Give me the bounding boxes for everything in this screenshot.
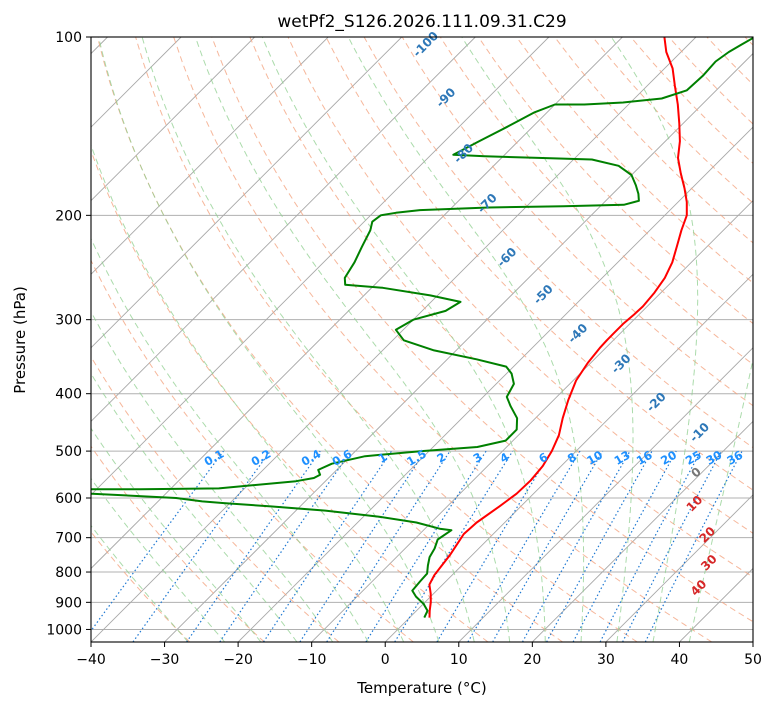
chart-title: wetPf2_S126.2026.111.09.31.C29 <box>277 12 566 32</box>
dry-adiabat-line <box>91 355 340 642</box>
temperature-profile-line <box>428 37 688 618</box>
x-tick-label: −40 <box>76 652 106 668</box>
mixing-ratio-line <box>572 450 677 642</box>
moist-adiabat-line <box>98 37 440 642</box>
dry-adiabat-line <box>211 37 753 623</box>
x-tick-label: 20 <box>523 652 541 668</box>
isotherm-line <box>91 37 255 202</box>
mixing-ratio-line <box>546 450 653 642</box>
moist-adiabat-line <box>91 237 369 642</box>
mixing-ratio-label: 10 <box>584 448 605 468</box>
isotherm-line <box>384 273 753 642</box>
mixing-ratio-label: 30 <box>703 448 724 468</box>
mixing-ratio-line <box>521 450 631 642</box>
y-tick-label: 200 <box>55 208 82 224</box>
mixing-ratio-label: 20 <box>658 448 679 468</box>
mixing-ratio-label: 16 <box>634 448 655 468</box>
isotherm-line <box>605 494 753 642</box>
moist-adiabat-line <box>610 37 699 642</box>
isotherm-line <box>91 37 403 349</box>
isotherm-line <box>91 37 476 422</box>
dry-adiabat-line <box>249 37 753 578</box>
dry-adiabat-line <box>516 37 753 284</box>
isotherm-line <box>91 37 697 642</box>
isotherm-line <box>91 37 550 496</box>
dry-adiabat-line <box>287 37 753 534</box>
y-tick-label: 300 <box>55 313 82 329</box>
moist-adiabat-line <box>261 37 546 642</box>
mixing-ratio-line <box>299 450 426 642</box>
mixing-ratio-line <box>132 450 271 642</box>
isotherm-line <box>532 420 753 642</box>
profiles <box>91 37 753 619</box>
dry-adiabat-line <box>135 37 638 642</box>
mixing-ratio-line <box>644 450 743 642</box>
x-tick-label: 40 <box>671 652 689 668</box>
y-tick-label: 1000 <box>46 622 82 638</box>
isotherm-line <box>237 126 753 642</box>
mixing-ratio-line <box>186 450 321 642</box>
x-tick-label: 30 <box>597 652 615 668</box>
mixing-ratio-label: 36 <box>724 448 745 468</box>
dry-adiabat-line <box>173 37 713 642</box>
y-tick-label: 700 <box>55 531 82 547</box>
y-tick-label: 100 <box>55 30 82 46</box>
y-tick-label: 400 <box>55 387 82 403</box>
plot-frame <box>90 36 754 643</box>
moist-adiabat-line <box>141 37 475 642</box>
mixing-ratio-label: 13 <box>612 448 633 468</box>
x-tick-label: 0 <box>381 652 390 668</box>
moist-adiabat-line <box>91 524 189 642</box>
moist-adiabat-line <box>688 357 753 642</box>
mixing-ratio-line <box>326 450 451 642</box>
isotherm-line <box>91 37 623 570</box>
moist-adiabat-line <box>91 427 262 642</box>
axes: −40 −30 −20 −10 0 10 20 30 40 50 100 200 300 400 500 60… <box>46 30 762 668</box>
mixing-ratio-line <box>91 450 224 632</box>
background-lines <box>91 37 753 642</box>
y-tick-label: 600 <box>55 491 82 507</box>
isotherm-line <box>458 347 753 642</box>
y-tick-label: 500 <box>55 444 82 460</box>
y-tick-label: 900 <box>55 595 82 611</box>
moist-adiabat-line <box>91 477 225 642</box>
dry-adiabat-line <box>325 37 753 491</box>
dry-adiabat-line <box>91 259 414 642</box>
mixing-ratio-label: 25 <box>683 448 704 468</box>
moist-adiabat-line <box>347 37 585 642</box>
dewpoint-profile-line <box>91 37 753 619</box>
moist-adiabat-line <box>461 37 634 642</box>
x-tick-label: −20 <box>223 652 253 668</box>
moist-adiabat-line <box>194 37 511 642</box>
x-tick-label: −30 <box>150 652 180 668</box>
x-tick-label: 50 <box>744 652 762 668</box>
mixing-ratio-line <box>219 450 352 642</box>
mixing-ratio-line <box>394 450 514 642</box>
moist-adiabat-line <box>91 143 405 642</box>
dry-adiabat-line <box>97 37 563 642</box>
x-axis-title: Temperature (°C) <box>356 679 486 697</box>
y-axis-title: Pressure (hPa) <box>11 286 29 394</box>
moist-adiabat-line <box>91 310 334 642</box>
isotherm-line <box>91 37 329 275</box>
x-tick-label: −10 <box>297 652 327 668</box>
x-tick-label: 10 <box>450 652 468 668</box>
mixing-ratio-line <box>262 450 392 642</box>
y-tick-label: 800 <box>55 565 82 581</box>
moist-adiabat-line <box>91 372 298 642</box>
dry-adiabat-line <box>91 445 265 642</box>
